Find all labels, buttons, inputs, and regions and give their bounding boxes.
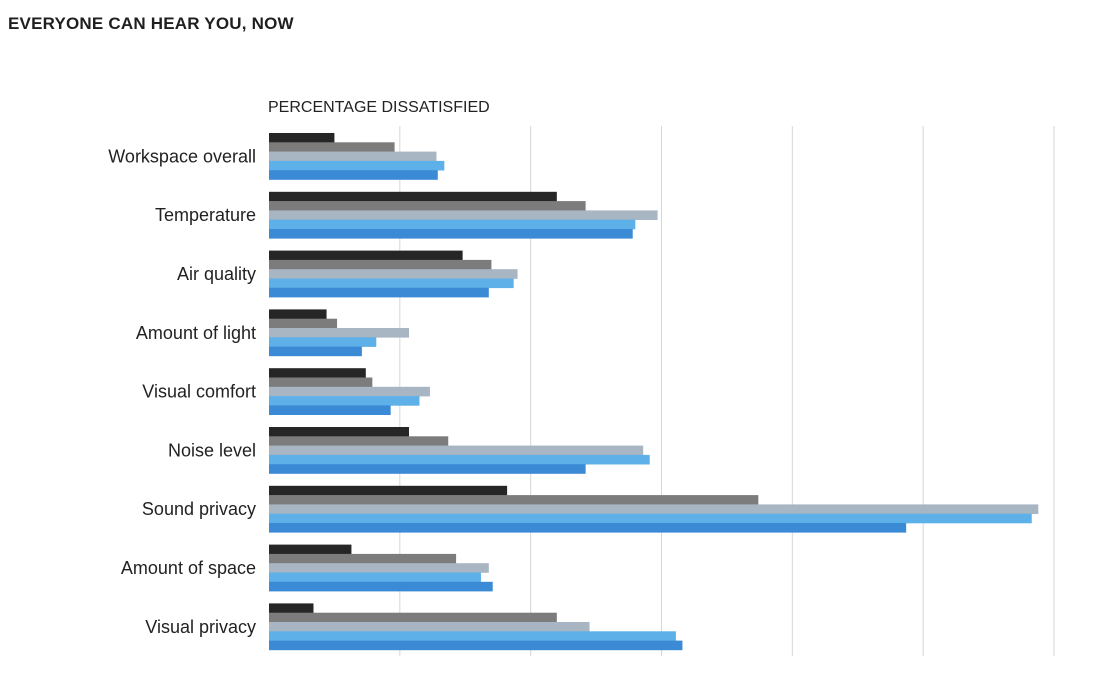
bar <box>269 396 420 406</box>
bar <box>269 377 373 388</box>
bar <box>269 368 366 378</box>
bar <box>269 170 438 180</box>
bar <box>269 142 395 152</box>
bar <box>269 318 338 329</box>
bar <box>269 631 676 641</box>
bar-group <box>269 250 518 298</box>
bar <box>269 640 683 651</box>
bar <box>269 464 586 474</box>
category-label: Visual privacy <box>145 617 256 637</box>
bar <box>269 572 481 583</box>
bar-group <box>269 485 1039 533</box>
bar <box>269 278 514 289</box>
category-label: Noise level <box>168 440 256 460</box>
bar-group <box>269 133 445 180</box>
bar <box>269 523 907 533</box>
bar <box>269 219 636 230</box>
bar-group <box>269 603 683 651</box>
bar <box>269 337 377 347</box>
bar <box>269 405 391 415</box>
bar <box>269 346 362 357</box>
category-label: Workspace overall <box>108 146 256 166</box>
bar <box>269 553 457 564</box>
bar <box>269 504 1039 514</box>
bar <box>269 436 449 446</box>
bar <box>269 513 1032 524</box>
category-label: Visual comfort <box>142 382 256 402</box>
bar <box>269 544 352 555</box>
chart-title: EVERYONE CAN HEAR YOU, NOW <box>8 14 294 33</box>
category-label: Amount of light <box>136 323 256 343</box>
bar-group <box>269 191 658 239</box>
bar <box>269 563 489 573</box>
category-labels: Workspace overall Temperature Air quality A… <box>108 146 256 636</box>
bar <box>269 160 445 171</box>
bar <box>269 269 518 279</box>
bar <box>269 133 335 143</box>
bar <box>269 309 327 319</box>
bar <box>269 287 489 298</box>
category-label: Temperature <box>155 205 256 225</box>
bar <box>269 445 644 456</box>
bar-group <box>269 427 650 474</box>
bar <box>269 495 759 505</box>
bar <box>269 581 493 592</box>
category-label: Air quality <box>177 264 256 284</box>
category-label: Sound privacy <box>142 499 256 519</box>
bar-group <box>269 309 409 357</box>
bar <box>269 485 508 496</box>
x-axis-label: PERCENTAGE DISSATISFIED <box>268 99 490 116</box>
bar-group <box>269 368 430 415</box>
bar <box>269 603 314 613</box>
bar <box>269 250 463 261</box>
bar <box>269 612 557 623</box>
bar-group <box>269 544 493 592</box>
bar <box>269 229 633 239</box>
bar <box>269 151 437 162</box>
bar <box>269 427 409 437</box>
category-label: Amount of space <box>121 558 256 578</box>
bar <box>269 454 650 465</box>
bar <box>269 191 557 202</box>
bar <box>269 210 658 220</box>
bars <box>269 133 1039 651</box>
bar <box>269 386 430 397</box>
bar <box>269 259 492 270</box>
bar <box>269 201 586 211</box>
bar <box>269 328 409 338</box>
bar <box>269 622 590 632</box>
